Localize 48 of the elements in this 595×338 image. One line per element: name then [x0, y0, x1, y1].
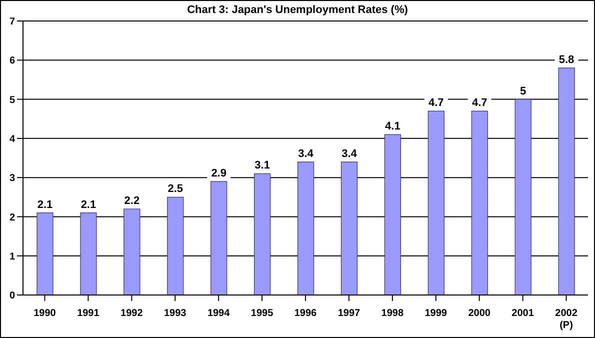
data-label: 3.1 — [254, 160, 270, 172]
x-tick-label: 2000 — [468, 308, 491, 319]
x-tick-label: 2002 (P) — [555, 308, 578, 331]
x-tick-label: 1997 — [338, 308, 361, 319]
y-tick-label: 4 — [9, 134, 16, 145]
x-tick-label: 1994 — [207, 308, 230, 319]
bar — [471, 110, 488, 295]
y-tick-label: 1 — [9, 251, 16, 262]
bar — [254, 173, 271, 295]
y-tick-label: 0 — [9, 290, 16, 302]
data-label: 2.9 — [211, 167, 226, 180]
y-tick-label: 3 — [9, 173, 16, 184]
x-tick-label: 1995 — [250, 308, 274, 319]
bar — [297, 162, 314, 295]
data-label: 3.4 — [298, 148, 314, 160]
x-tick-label: 1991 — [77, 308, 100, 319]
data-label: 3.4 — [342, 148, 358, 160]
y-tick-label: 6 — [9, 56, 16, 67]
bar — [210, 181, 228, 295]
x-tick-label: 1998 — [381, 308, 404, 319]
data-label: 4.1 — [385, 120, 400, 133]
data-label: 4.7 — [428, 97, 444, 110]
x-tick-label: 1996 — [294, 308, 318, 319]
y-tick-label: 7 — [9, 16, 16, 28]
x-tick-label: 1993 — [164, 308, 187, 319]
x-tick-label: 1999 — [424, 308, 448, 319]
data-label: 5.8 — [558, 54, 574, 66]
x-tick-label: 1990 — [34, 308, 56, 319]
bar — [428, 110, 444, 295]
data-label: 4.7 — [472, 97, 488, 110]
bar — [36, 212, 54, 295]
bar — [558, 68, 575, 295]
y-tick-label: 5 — [9, 94, 16, 106]
data-label: 2.5 — [168, 183, 184, 196]
data-label: 2.1 — [80, 198, 96, 211]
bar — [384, 134, 401, 295]
bar — [514, 98, 532, 295]
data-label: 5 — [520, 85, 526, 98]
bar — [340, 162, 358, 295]
x-tick-label: 1992 — [120, 308, 144, 319]
bar — [124, 208, 140, 295]
data-label: 2.1 — [37, 198, 53, 211]
y-tick-label: 2 — [9, 212, 16, 224]
data-label: 2.2 — [124, 194, 140, 207]
bar — [167, 196, 184, 295]
chart-title: Chart 3: Japan's Unemployment Rates (%) — [186, 4, 409, 16]
x-tick-label: 2001 — [512, 308, 534, 319]
bar — [80, 212, 97, 295]
